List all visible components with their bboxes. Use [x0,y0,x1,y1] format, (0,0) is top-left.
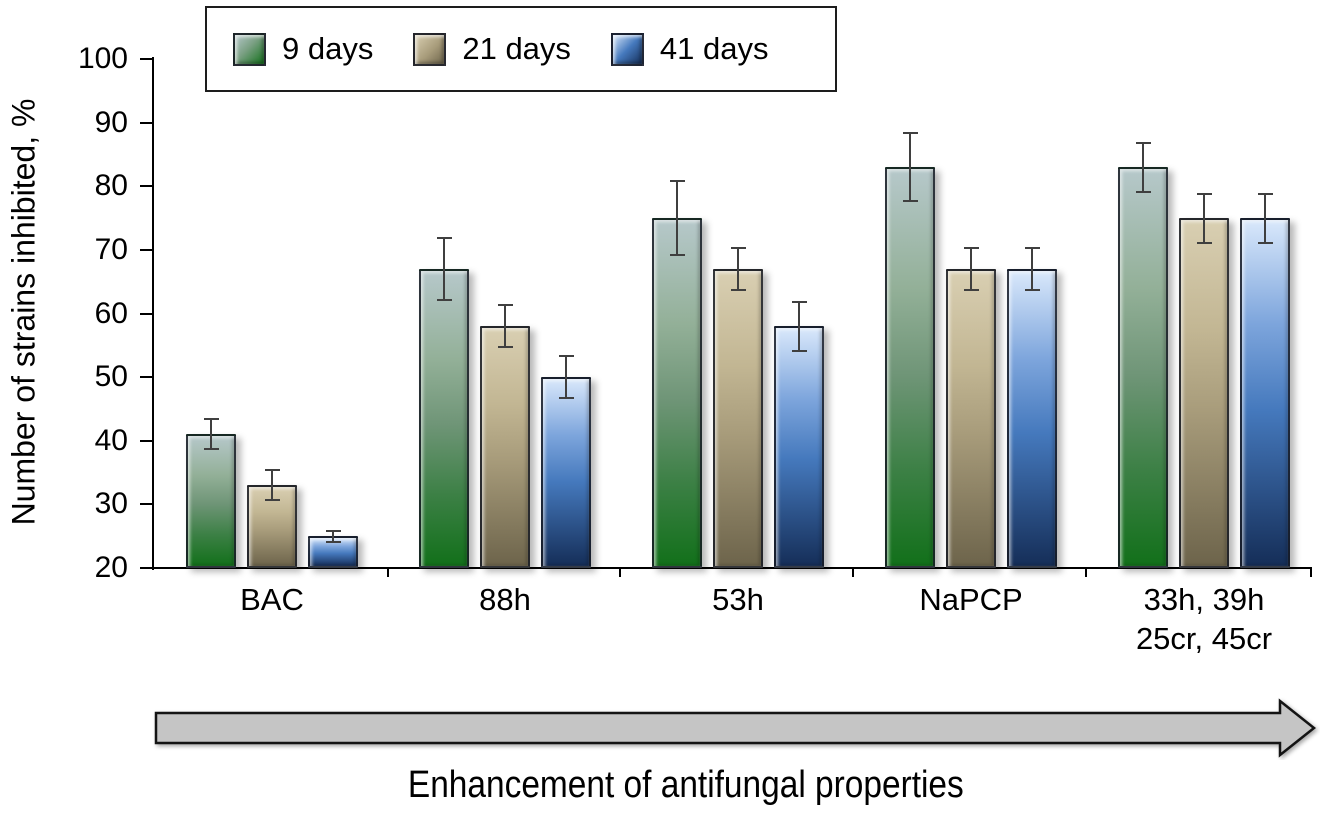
y-tick-label: 80 [94,169,128,203]
enhancement-arrow [152,696,1320,760]
bar-9-days-33h-39h [1118,167,1168,568]
y-axis-title: Number of strains inhibited, % [5,98,42,526]
error-bar-41-days-napcp [1024,246,1040,292]
error-bar-41-days-53h [791,300,807,352]
bar-21-days-53h [713,268,763,568]
x-axis-label-napcp: NaPCP [919,582,1023,617]
bar-21-days-napcp [946,268,996,568]
bar-41-days-napcp [1007,268,1057,568]
y-tick-mark [140,248,153,251]
y-tick-mark [140,439,153,442]
legend-swatch-blue-icon [610,32,644,66]
y-tick-mark [140,503,153,506]
bar-21-days-88h [480,326,530,568]
legend-swatch-green-icon [233,32,266,66]
y-axis-line [152,57,154,570]
error-bar-21-days-bac [264,469,280,502]
x-tick-mark [387,568,389,577]
y-tick-mark [140,312,153,315]
error-bar-41-days-bac [325,529,341,543]
y-tick-mark [140,376,153,379]
y-tick-label: 30 [94,487,128,521]
y-tick-label: 20 [94,551,128,584]
error-bar-21-days-napcp [963,246,979,292]
error-bar-41-days-33h-39h [1257,192,1273,244]
x-tick-mark [852,568,854,577]
bar-9-days-88h [419,268,469,568]
error-bar-21-days-53h [730,246,746,292]
legend: 9 days 21 days 41 days [205,6,837,92]
arrow-caption: Enhancement of antifungal properties [150,764,1222,807]
y-tick-label: 50 [94,360,128,394]
error-bar-9-days-88h [436,237,452,301]
x-axis-label-53h: 53h [712,582,764,617]
x-axis-label-33h-39h: 33h, 39h 25cr, 45cr [1135,582,1273,656]
legend-label: 41 days [659,31,769,66]
y-tick-mark [140,121,153,124]
error-bar-9-days-33h-39h [1135,141,1151,193]
bar-41-days-88h [541,377,591,568]
legend-item-41-days: 41 days [610,31,769,67]
x-tick-mark [1085,568,1087,577]
error-bar-41-days-88h [558,354,574,400]
bar-9-days-bac [186,434,236,568]
x-tick-mark [1310,568,1312,577]
arrow-caption-text: Enhancement of antifungal properties [408,764,964,806]
y-tick-mark [140,58,153,60]
right-arrow-icon [154,698,1317,758]
legend-label: 9 days [282,31,374,66]
bar-9-days-napcp [885,167,935,568]
legend-label: 21 days [462,31,571,66]
y-tick-mark [140,185,153,188]
error-bar-21-days-33h-39h [1196,192,1212,244]
error-bar-21-days-88h [497,303,513,349]
y-tick-label: 70 [94,232,128,266]
y-tick-label: 60 [94,296,128,330]
legend-item-21-days: 21 days [413,31,571,67]
bar-41-days-33h-39h [1240,218,1290,568]
error-bar-9-days-53h [669,179,685,257]
y-tick-label: 100 [77,42,128,75]
x-tick-mark [619,568,621,577]
x-axis-label-bac: BAC [240,582,304,617]
error-bar-9-days-napcp [902,132,918,203]
bar-9-days-53h [652,218,702,568]
legend-item-9-days: 9 days [233,31,373,67]
y-tick-label: 90 [94,105,128,139]
y-tick-label: 40 [94,423,128,457]
legend-swatch-tan-icon [413,32,447,66]
x-axis-label-88h: 88h [479,582,531,617]
bar-41-days-53h [774,326,824,568]
y-tick-mark [140,567,153,569]
x-axis-line [152,567,1312,569]
bar-21-days-33h-39h [1179,218,1229,568]
error-bar-9-days-bac [203,418,219,451]
